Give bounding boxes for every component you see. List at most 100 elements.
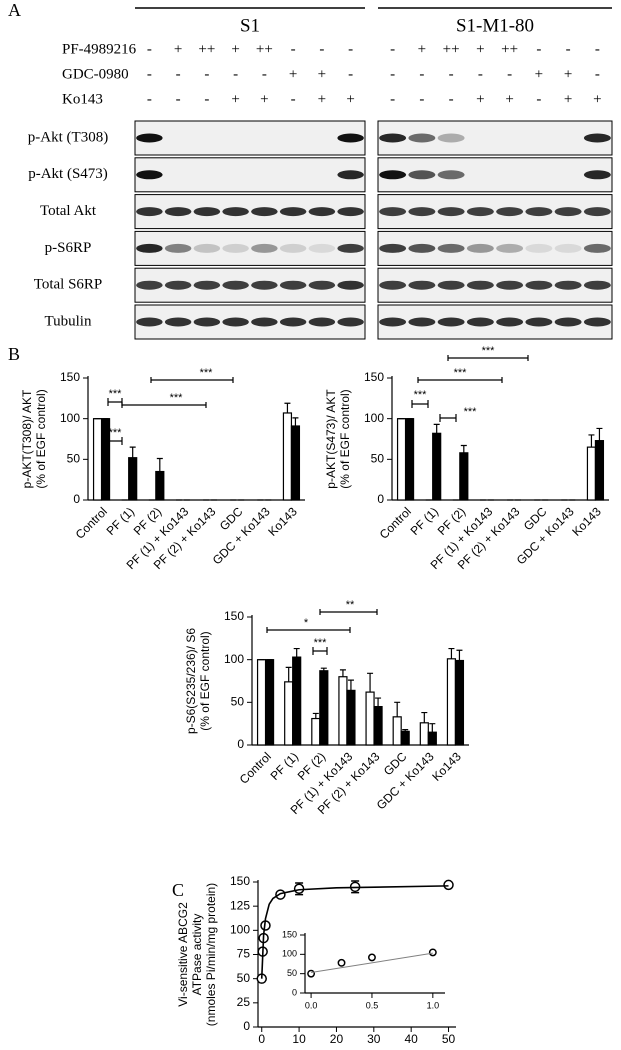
x-tick-label: Control xyxy=(73,504,110,541)
y-tick-label: 100 xyxy=(224,652,244,666)
blot-band xyxy=(408,280,436,290)
y-tick-label: 100 xyxy=(364,411,384,425)
error-bar xyxy=(394,701,401,717)
y-tick-label: 50 xyxy=(67,452,81,466)
treatment-sign: + xyxy=(318,91,326,107)
y-tick-label: 50 xyxy=(287,968,297,978)
blot-band xyxy=(136,207,163,217)
blot-band xyxy=(222,280,249,290)
blot-band xyxy=(466,207,494,217)
blot-band xyxy=(379,317,407,327)
error-bar xyxy=(156,457,163,472)
blot-band xyxy=(408,243,436,253)
bar xyxy=(365,691,375,746)
blot-band xyxy=(583,133,611,143)
blot-label: Total S6RP xyxy=(34,277,103,293)
bar xyxy=(290,425,301,501)
treatment-sign: ++ xyxy=(443,41,460,57)
blot-band xyxy=(466,243,494,253)
bar xyxy=(396,418,407,501)
error-bar xyxy=(588,434,595,448)
y-tick-label: 150 xyxy=(224,609,244,623)
treatment-sign: + xyxy=(231,41,239,57)
blot-band xyxy=(308,317,336,327)
significance-bracket xyxy=(266,627,351,633)
blot-band xyxy=(466,317,494,327)
blot-band xyxy=(164,243,192,253)
treatment-sign: - xyxy=(147,91,152,107)
y-tick-label: 0 xyxy=(73,492,80,506)
error-bar xyxy=(421,711,428,723)
blot-band xyxy=(408,170,436,180)
significance-label: *** xyxy=(414,389,428,401)
significance-label: *** xyxy=(482,345,496,357)
y-tick-label: 75 xyxy=(237,947,251,961)
blot-band xyxy=(222,207,249,217)
bar xyxy=(284,681,294,746)
y-axis-label: (% of EGF control) xyxy=(34,389,48,488)
significance-label: *** xyxy=(314,637,328,649)
y-tick-label: 0 xyxy=(377,492,384,506)
treatment-sign: - xyxy=(147,66,152,82)
bar xyxy=(594,440,605,501)
significance-bracket xyxy=(121,402,207,408)
blot-band xyxy=(279,317,307,327)
blot-band xyxy=(337,133,364,143)
treatment-sign: - xyxy=(449,91,454,107)
treatment-sign: - xyxy=(595,41,600,57)
data-point xyxy=(337,958,346,967)
y-axis-label: p-AKT(S473)/ AKT xyxy=(324,389,338,489)
bar xyxy=(586,446,597,501)
treatment-sign: + xyxy=(505,91,513,107)
treatment-label: PF-4989216 xyxy=(62,41,137,57)
blot-band xyxy=(251,243,278,253)
blot-band xyxy=(251,280,278,290)
x-tick-label: 30 xyxy=(367,1032,381,1046)
significance-label: ** xyxy=(346,599,355,611)
blot-band xyxy=(496,243,524,253)
treatment-sign: - xyxy=(390,41,395,57)
blot-band xyxy=(279,280,307,290)
blot-band xyxy=(279,207,307,217)
bar xyxy=(400,730,410,746)
x-tick-label: Ko143 xyxy=(265,504,300,539)
blot-band xyxy=(554,207,582,217)
treatment-sign: - xyxy=(390,91,395,107)
blot-band xyxy=(379,133,407,143)
treatment-sign: - xyxy=(449,66,454,82)
blot-band xyxy=(554,317,582,327)
blot-frame xyxy=(134,120,366,156)
x-tick-label: 0.0 xyxy=(305,1000,318,1010)
blot-band xyxy=(554,243,582,253)
y-tick-label: 25 xyxy=(237,995,251,1009)
blot-frame xyxy=(134,157,366,193)
treatment-label: Ko143 xyxy=(62,91,103,107)
blot-band xyxy=(496,280,524,290)
y-tick-label: 0 xyxy=(243,1019,250,1033)
blot-band xyxy=(437,170,465,180)
significance-label: *** xyxy=(454,367,468,379)
x-tick-label: 10 xyxy=(292,1032,306,1046)
blot-band xyxy=(583,207,611,217)
y-tick-label: 150 xyxy=(230,874,250,888)
treatment-sign: - xyxy=(291,41,296,57)
treatment-sign: - xyxy=(595,66,600,82)
blot-band xyxy=(308,243,336,253)
blot-band xyxy=(437,280,465,290)
treatment-sign: + xyxy=(476,41,484,57)
treatment-sign: - xyxy=(233,66,238,82)
significance-bracket xyxy=(417,377,503,383)
y-tick-label: 50 xyxy=(231,695,245,709)
treatment-sign: - xyxy=(147,41,152,57)
group-label: S1-M1-80 xyxy=(456,15,534,36)
treatment-sign: - xyxy=(262,66,267,82)
treatment-sign: + xyxy=(535,66,543,82)
blot-band xyxy=(136,243,163,253)
y-axis-label: p-AKT(T308)/ AKT xyxy=(20,389,34,488)
data-point xyxy=(293,883,305,895)
y-axis-label: ATPase activity xyxy=(190,914,204,996)
x-tick-label: 0.5 xyxy=(366,1000,379,1010)
bar xyxy=(454,659,465,746)
bar xyxy=(419,722,429,746)
blot-label: p-S6RP xyxy=(45,240,92,256)
